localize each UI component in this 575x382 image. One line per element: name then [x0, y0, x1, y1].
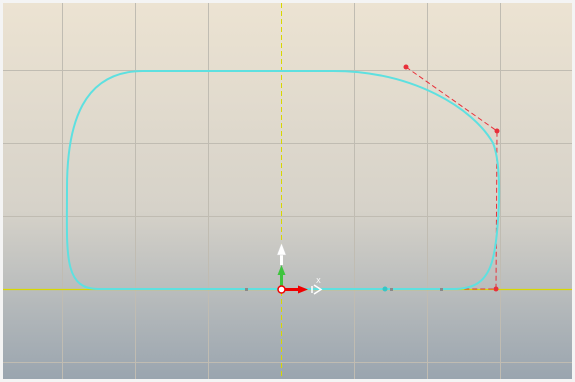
- knot-marker-icon[interactable]: [390, 288, 393, 291]
- viewport-canvas[interactable]: X: [3, 3, 572, 379]
- move-gizmo-icon[interactable]: X: [276, 242, 323, 295]
- gizmo-up-arrow-icon[interactable]: [276, 242, 287, 256]
- grid: [3, 3, 572, 379]
- gizmo-up-shaft: [280, 255, 283, 265]
- control-point-icon[interactable]: [403, 64, 409, 70]
- gizmo-x-label: X: [316, 277, 321, 285]
- knot-marker-icon[interactable]: [440, 288, 443, 291]
- control-point-icon[interactable]: [494, 128, 500, 134]
- gizmo-x-chevron-icon: [313, 284, 323, 295]
- gizmo-y-arrow-icon[interactable]: [277, 265, 286, 275]
- control-polygon-line: [405, 66, 498, 290]
- gizmo-origin-icon[interactable]: [277, 285, 286, 294]
- gizmo-x-arrow-icon[interactable]: [298, 285, 308, 294]
- gizmo-y-shaft: [280, 273, 283, 289]
- viewport-background: [3, 3, 572, 379]
- control-points: [403, 64, 500, 292]
- spline-curve[interactable]: [65, 70, 501, 290]
- gizmo-x-shaft: [281, 288, 300, 291]
- control-point-icon[interactable]: [493, 286, 499, 292]
- control-polygon[interactable]: [405, 66, 498, 290]
- selected-knot-icon[interactable]: [382, 286, 388, 292]
- knot-marker-icon[interactable]: [245, 288, 248, 291]
- knot-markers: [245, 288, 443, 291]
